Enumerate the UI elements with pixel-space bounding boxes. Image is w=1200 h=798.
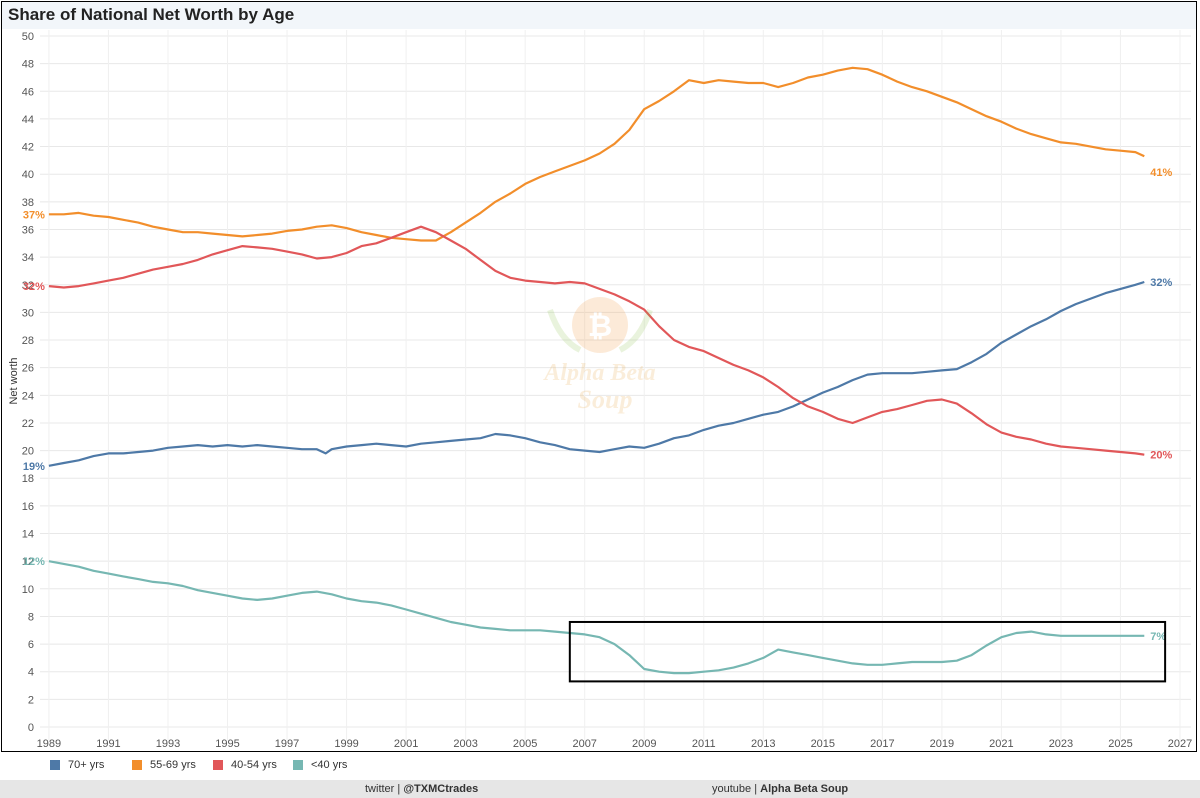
x-tick-label: 2017 [870, 738, 894, 750]
highlight-box [568, 620, 1167, 683]
x-tick-label: 1991 [96, 738, 120, 750]
legend-item[interactable]: 40-54 yrs [213, 759, 277, 771]
legend-item[interactable]: <40 yrs [293, 759, 347, 771]
x-tick-label: 2019 [930, 738, 954, 750]
legend-label: <40 yrs [311, 759, 348, 771]
title-bar: Share of National Net Worth by Age [2, 2, 1196, 29]
y-tick-label: 40 [22, 169, 34, 181]
y-tick-label: 4 [28, 667, 34, 679]
x-tick-label: 2013 [751, 738, 775, 750]
y-tick-label: 16 [22, 501, 34, 513]
x-tick-label: 2015 [811, 738, 835, 750]
series-end-label: 32% [1150, 277, 1172, 289]
y-tick-label: 42 [22, 142, 34, 154]
x-tick-label: 1993 [156, 738, 180, 750]
y-tick-label: 12 [22, 556, 34, 568]
y-tick-label: 8 [28, 611, 34, 623]
series-start-label: 37% [23, 209, 45, 221]
twitter-handle[interactable]: @TXMCtrades [403, 783, 479, 795]
legend-label: 70+ yrs [68, 759, 105, 771]
x-tick-label: 2003 [453, 738, 477, 750]
y-tick-label: 32 [22, 280, 34, 292]
footer-youtube: youtube | Alpha Beta Soup [712, 783, 848, 795]
y-tick-label: 36 [22, 224, 34, 236]
y-tick-label: 38 [22, 197, 34, 209]
legend-swatch [293, 760, 303, 770]
line-chart: 0246810121416182022242628303234363840424… [8, 30, 1192, 750]
y-tick-label: 26 [22, 363, 34, 375]
x-tick-label: 2011 [692, 738, 716, 750]
footer: twitter | @TXMCtrades youtube | Alpha Be… [0, 780, 1200, 798]
y-axis-label: Net worth [8, 357, 20, 404]
y-tick-label: 2 [28, 694, 34, 706]
legend-swatch [50, 760, 60, 770]
x-tick-label: 2021 [989, 738, 1013, 750]
legend-swatch [213, 760, 223, 770]
x-tick-label: 2023 [1049, 738, 1073, 750]
watermark-logo: ₿ Alpha Beta Soup [542, 297, 656, 414]
series-start-label: 12% [23, 556, 45, 568]
y-tick-label: 50 [22, 31, 34, 43]
youtube-prefix: youtube | [712, 783, 761, 795]
x-tick-label: 2001 [394, 738, 418, 750]
y-tick-label: 34 [22, 252, 34, 264]
x-tick-label: 2009 [632, 738, 656, 750]
x-tick-label: 1995 [215, 738, 239, 750]
x-tick-label: 2025 [1108, 738, 1132, 750]
legend: 70+ yrs 55-69 yrs 40-54 yrs <40 yrs [0, 759, 1200, 773]
youtube-name[interactable]: Alpha Beta Soup [760, 783, 849, 795]
series-line [48, 560, 1145, 675]
chart-frame: Share of National Net Worth by Age [1, 1, 1197, 752]
y-tick-label: 28 [22, 335, 34, 347]
x-tick-label: 2007 [572, 738, 596, 750]
x-tick-label: 2005 [513, 738, 537, 750]
y-tick-label: 44 [22, 114, 34, 126]
legend-item[interactable]: 70+ yrs [50, 759, 104, 771]
y-tick-label: 14 [22, 529, 34, 541]
y-tick-label: 24 [22, 390, 34, 402]
footer-twitter: twitter | @TXMCtrades [365, 783, 478, 795]
series-line [48, 66, 1145, 242]
y-tick-label: 22 [22, 418, 34, 430]
x-tick-label: 1997 [275, 738, 299, 750]
x-tick-label: 1999 [334, 738, 358, 750]
watermark-text-1: Alpha Beta [542, 360, 655, 386]
series-start-label: 19% [23, 461, 45, 473]
y-tick-label: 6 [28, 639, 34, 651]
y-tick-label: 30 [22, 307, 34, 319]
series-line [48, 225, 1145, 456]
legend-label: 55-69 yrs [150, 759, 196, 771]
chart-title: Share of National Net Worth by Age [8, 5, 295, 24]
y-tick-label: 46 [22, 86, 34, 98]
legend-item[interactable]: 55-69 yrs [132, 759, 196, 771]
x-tick-label: 1989 [37, 738, 61, 750]
series-start-label: 32% [23, 281, 45, 293]
series-end-label: 7% [1150, 631, 1166, 643]
twitter-prefix: twitter | [365, 783, 404, 795]
y-tick-label: 10 [22, 584, 34, 596]
watermark-text-2: Soup [578, 385, 633, 414]
x-tick-label: 2027 [1168, 738, 1192, 750]
y-tick-label: 48 [22, 59, 34, 71]
series-end-label: 20% [1150, 450, 1172, 462]
y-tick-label: 20 [22, 446, 34, 458]
series-end-label: 41% [1150, 167, 1172, 179]
legend-swatch [132, 760, 142, 770]
y-tick-label: 18 [22, 473, 34, 485]
svg-text:₿: ₿ [588, 310, 612, 343]
series-line [48, 280, 1145, 467]
y-tick-label: 0 [28, 722, 34, 734]
legend-label: 40-54 yrs [231, 759, 277, 771]
